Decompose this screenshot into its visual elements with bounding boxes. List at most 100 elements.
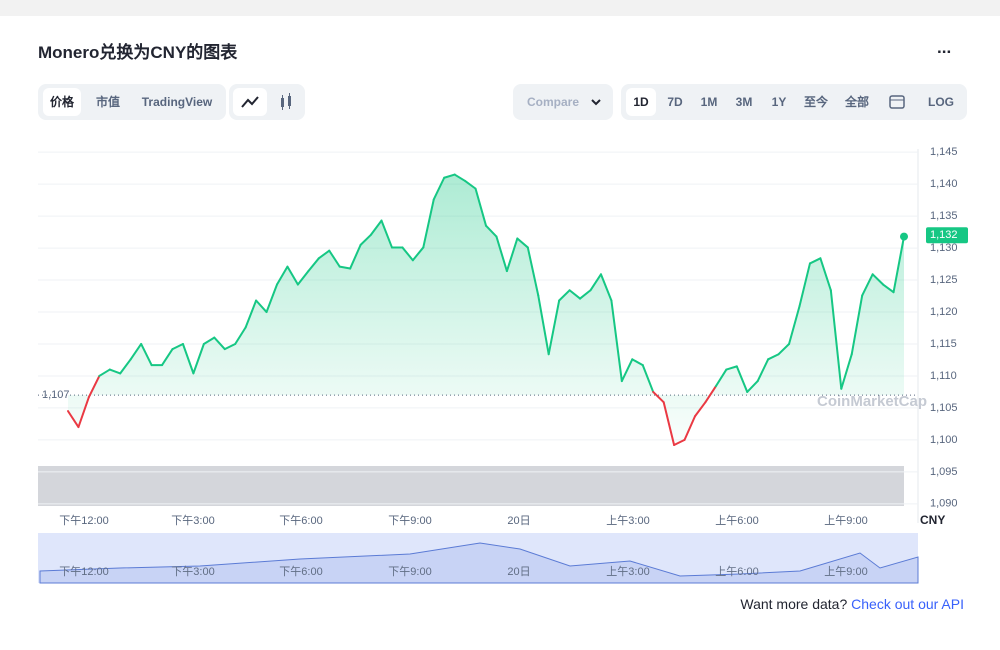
line-segment xyxy=(432,176,446,201)
line-segment xyxy=(694,401,707,418)
line-segment xyxy=(265,283,278,314)
navigator-label: 下午6:00 xyxy=(279,565,322,578)
y-tick-label: 1,135 xyxy=(930,210,958,222)
line-segment xyxy=(788,305,801,345)
line-segment xyxy=(401,246,414,262)
y-tick-label: 1,095 xyxy=(930,466,958,478)
line-segment xyxy=(871,273,885,286)
line-segment xyxy=(610,299,623,383)
line-segment xyxy=(140,342,153,367)
line-segment xyxy=(338,265,352,270)
line-segment xyxy=(516,237,529,249)
candle-icon[interactable] xyxy=(269,88,303,116)
line-segment xyxy=(641,364,655,393)
line-segment xyxy=(808,257,822,265)
x-tick-label: 20日 xyxy=(507,515,530,527)
line-segment xyxy=(599,273,613,302)
line-segment xyxy=(87,374,101,399)
line-segment xyxy=(234,326,247,345)
line-segment xyxy=(223,342,237,351)
line-segment xyxy=(443,173,456,179)
tab[interactable]: TradingView xyxy=(141,95,213,109)
navigator-label: 20日 xyxy=(507,566,530,578)
chart-type-group xyxy=(229,84,305,120)
line-segment xyxy=(568,289,582,300)
tab-group: 价格 市值 TradingView xyxy=(38,84,226,120)
line-segment xyxy=(714,368,728,388)
line-segment xyxy=(756,358,770,383)
range-button[interactable]: 全部 xyxy=(844,95,869,109)
navigator-label: 下午12:00 xyxy=(59,565,109,578)
calendar-icon[interactable] xyxy=(883,88,911,116)
line-segment xyxy=(213,336,226,351)
footer: Want more data? Check out our API xyxy=(740,596,964,612)
line-segment xyxy=(485,224,498,238)
line-segment xyxy=(495,235,508,273)
line-segment xyxy=(829,289,843,390)
line-segment xyxy=(129,342,143,361)
line-segment xyxy=(798,262,811,308)
line-segment xyxy=(735,365,749,393)
line-segment xyxy=(474,187,487,227)
line-segment xyxy=(411,246,425,262)
y-tick-label: 1,130 xyxy=(930,242,958,254)
line-segment xyxy=(746,380,759,393)
navigator-label: 下午9:00 xyxy=(388,565,431,578)
range-button[interactable]: 1M xyxy=(700,95,718,109)
range-button[interactable]: 1Y xyxy=(771,95,787,109)
line-segment xyxy=(662,401,676,446)
footer-text: Want more data? xyxy=(740,596,848,612)
x-tick-label: 下午9:00 xyxy=(388,514,431,527)
line-segment xyxy=(777,342,791,356)
range-button[interactable]: 7D xyxy=(667,95,683,109)
line-segment xyxy=(620,358,634,383)
range-button[interactable]: 3M xyxy=(735,95,753,109)
tab[interactable]: 市值 xyxy=(95,95,120,109)
line-segment xyxy=(119,358,132,375)
line-segment xyxy=(108,368,122,375)
y-tick-label: 1,105 xyxy=(930,402,958,414)
compare-label: Compare xyxy=(526,95,579,109)
compare[interactable]: Compare xyxy=(513,84,613,120)
x-unit: CNY xyxy=(920,513,945,527)
line-segment xyxy=(526,246,540,297)
line-segment xyxy=(505,237,519,273)
x-tick-label: 上午9:00 xyxy=(824,514,867,527)
line-segment xyxy=(77,396,90,429)
line-segment xyxy=(317,249,331,260)
range-group: 1D 7D 1M 3M 1Y 至今 全部 LOG xyxy=(621,84,967,120)
y-tick-label: 1,115 xyxy=(930,338,957,350)
line-segment xyxy=(255,299,268,314)
x-tick-label: 上午3:00 xyxy=(606,514,649,527)
api-link[interactable]: Check out our API xyxy=(851,596,964,612)
last-price-tag xyxy=(926,227,968,244)
line-segment xyxy=(359,233,373,246)
line-segment xyxy=(296,270,310,286)
range-button[interactable]: 1D xyxy=(626,88,656,116)
line-icon[interactable] xyxy=(233,88,267,116)
x-tick-label: 下午12:00 xyxy=(59,514,109,527)
line-segment xyxy=(589,273,602,292)
line-segment xyxy=(307,257,320,273)
y-tick-label: 1,140 xyxy=(930,178,958,190)
line-segment xyxy=(683,415,696,441)
tab[interactable]: 价格 xyxy=(43,88,81,116)
navigator-line xyxy=(39,542,919,584)
volume-bars xyxy=(38,466,904,506)
line-segment xyxy=(840,353,853,390)
log-button[interactable]: LOG xyxy=(928,95,954,109)
line-segment xyxy=(202,336,216,345)
line-segment xyxy=(767,353,780,361)
line-segment xyxy=(380,219,393,249)
line-segment xyxy=(464,179,477,190)
last-point xyxy=(900,232,908,241)
line-segment xyxy=(652,390,665,404)
title: Monero兑换为CNY的图表 xyxy=(38,43,238,62)
menu[interactable]: ... xyxy=(937,38,952,57)
y-tick-label: 1,125 xyxy=(930,274,958,286)
range-button[interactable]: 至今 xyxy=(803,95,828,109)
chart: CNY CoinMarketCap 1,090 1,095 1,100 1,105 1,… xyxy=(38,146,968,584)
line-segment xyxy=(286,265,299,286)
line-segment xyxy=(67,410,80,429)
y-tick-label: 1,090 xyxy=(930,498,958,510)
